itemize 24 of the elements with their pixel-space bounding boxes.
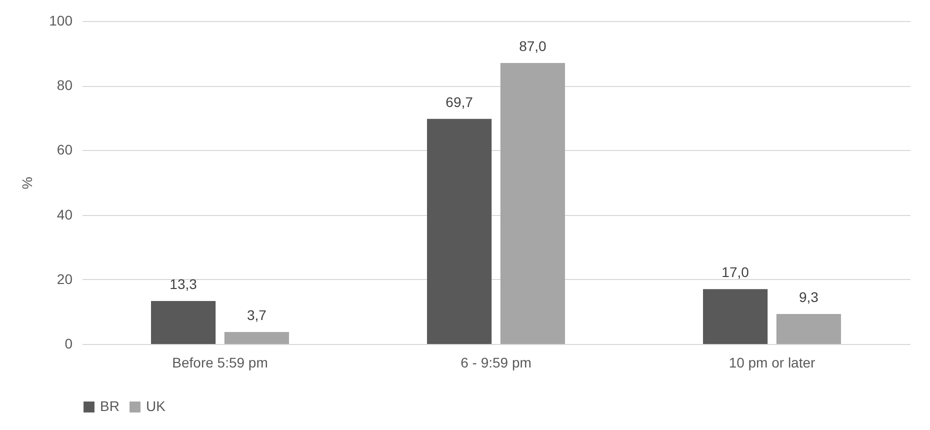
bar bbox=[703, 289, 768, 344]
data-label: 3,7 bbox=[246, 307, 267, 324]
data-label: 9,3 bbox=[798, 288, 819, 305]
bar bbox=[500, 62, 565, 344]
x-tick-label: Before 5:59 pm bbox=[172, 354, 268, 370]
data-label: 13,3 bbox=[170, 276, 198, 292]
data-label: 17,0 bbox=[722, 264, 750, 280]
y-tick-label: 80 bbox=[56, 77, 73, 94]
x-tick-label: 6 - 9:59 pm bbox=[460, 354, 532, 370]
y-tick-label: 60 bbox=[56, 142, 73, 158]
y-tick-label: 40 bbox=[56, 206, 73, 222]
legend-label: BR bbox=[100, 398, 120, 414]
y-tick-label: 100 bbox=[49, 12, 73, 28]
legend-label: UK bbox=[146, 398, 166, 414]
bar bbox=[151, 301, 216, 344]
y-tick-label: 20 bbox=[56, 270, 73, 287]
bar bbox=[776, 314, 841, 344]
data-label: 87,0 bbox=[519, 38, 547, 54]
bar bbox=[427, 118, 492, 344]
bar bbox=[224, 332, 289, 344]
data-label: 69,7 bbox=[446, 94, 474, 110]
y-tick-label: 0 bbox=[64, 336, 73, 352]
x-tick-label: 10 pm or later bbox=[728, 354, 816, 370]
y-axis-title: % bbox=[19, 176, 36, 190]
